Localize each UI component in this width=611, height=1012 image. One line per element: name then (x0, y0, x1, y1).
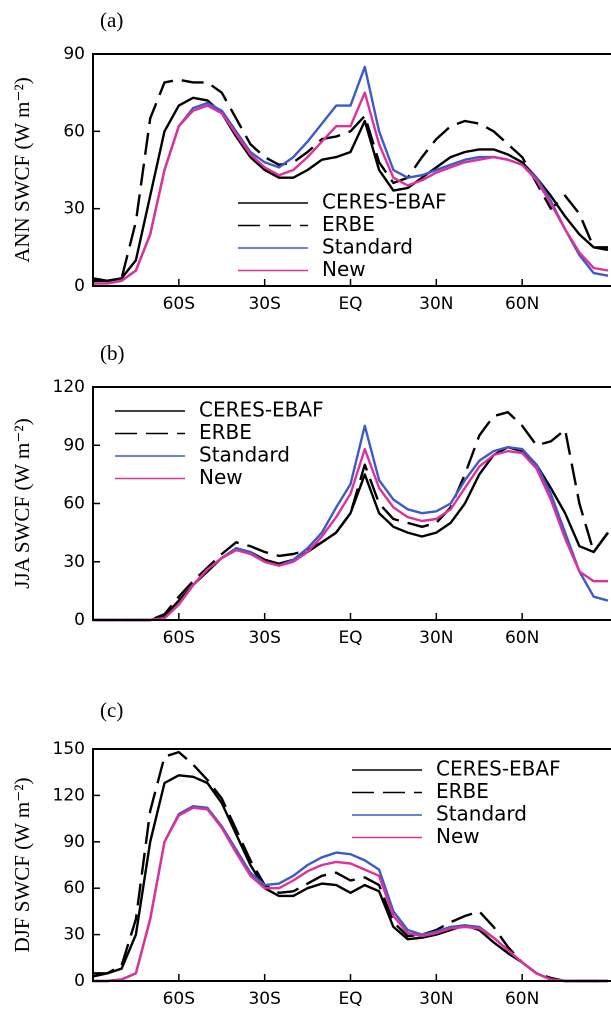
x-tick-label: EQ (338, 628, 362, 648)
y-tick-label: 0 (74, 276, 85, 296)
y-tick-label: 30 (63, 552, 85, 572)
x-tick-label: 30N (419, 294, 453, 314)
x-tick-label: 60N (505, 294, 539, 314)
legend-label: ERBE (199, 420, 252, 444)
series-line (93, 411, 609, 622)
legend-label: Standard (322, 235, 413, 259)
series-line (93, 91, 609, 285)
y-tick-label: 120 (53, 377, 85, 397)
x-tick-label: 30S (248, 294, 280, 314)
legend-label: New (322, 257, 366, 281)
series-line (93, 750, 608, 983)
legend-label: ERBE (436, 779, 489, 803)
series-line (93, 447, 608, 622)
x-tick-label: 30N (419, 628, 453, 648)
plot-frame (92, 53, 611, 287)
plot-frame (92, 386, 611, 621)
y-tick-label: 0 (74, 971, 85, 991)
y-tick-label: 60 (63, 878, 85, 898)
series-line (93, 446, 609, 622)
legend-label: Standard (436, 802, 527, 826)
legend-label: ERBE (322, 212, 375, 236)
y-axis-label: ANN SWCF (W m⁻²) (10, 77, 34, 263)
x-tick-label: 30S (248, 628, 280, 648)
y-axis-label: JJA SWCF (W m⁻²) (10, 418, 34, 588)
legend-label: CERES-EBAF (322, 190, 447, 214)
legend-label: Standard (199, 443, 290, 467)
y-tick-label: 30 (63, 925, 85, 945)
legend-label: CERES-EBAF (436, 757, 561, 781)
x-tick-label: EQ (338, 294, 362, 314)
y-axis-label: DJF SWCF (W m⁻²) (10, 777, 34, 952)
y-tick-label: 90 (63, 435, 85, 455)
panel-label: (b) (100, 341, 125, 365)
legend-label: New (199, 465, 243, 489)
x-tick-label: 60N (505, 628, 539, 648)
series-line (92, 78, 608, 282)
x-tick-label: 60S (163, 628, 195, 648)
series-line (93, 424, 609, 622)
x-tick-label: 30N (419, 989, 453, 1009)
y-tick-label: 120 (53, 785, 85, 805)
y-tick-label: 30 (63, 199, 85, 219)
panel-label: (c) (100, 698, 123, 722)
x-tick-label: EQ (338, 989, 362, 1009)
plot-frame (92, 748, 611, 982)
series-line (92, 774, 608, 983)
legend-label: CERES-EBAF (199, 398, 324, 422)
y-tick-label: 90 (63, 44, 85, 64)
x-tick-label: 60N (505, 989, 539, 1009)
series-line (93, 806, 608, 983)
series-line (93, 96, 609, 282)
panel-label: (a) (100, 8, 123, 32)
x-tick-label: 60S (163, 294, 195, 314)
y-tick-label: 60 (63, 121, 85, 141)
y-tick-label: 60 (63, 494, 85, 514)
x-tick-label: 60S (163, 989, 195, 1009)
y-tick-label: 150 (53, 739, 85, 759)
legend-label: New (436, 824, 480, 848)
x-tick-label: 30S (248, 989, 280, 1009)
y-tick-label: 90 (63, 832, 85, 852)
y-tick-label: 0 (74, 610, 85, 630)
